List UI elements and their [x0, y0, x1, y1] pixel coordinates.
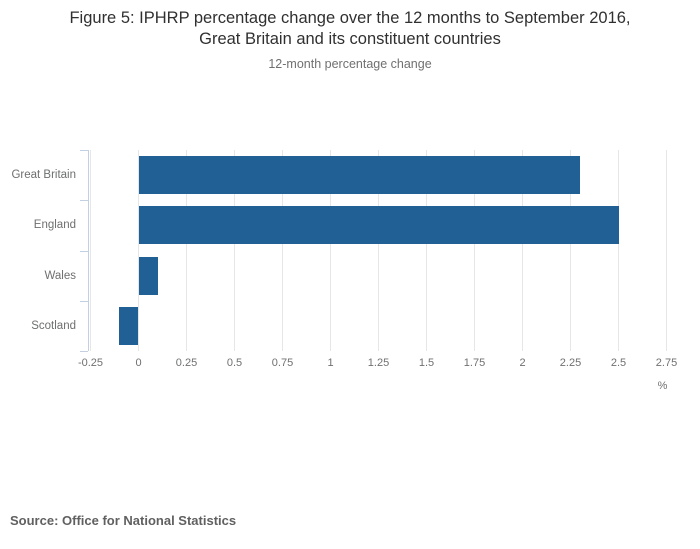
- bar-wales: [138, 256, 158, 295]
- chart-title-line-1: Figure 5: IPHRP percentage change over t…: [69, 9, 631, 27]
- gridline: [186, 150, 187, 351]
- gridline: [570, 150, 571, 351]
- gridline: [618, 150, 619, 351]
- x-axis-tick-label: 2.75: [655, 357, 678, 369]
- category-label-scotland: Scotland: [31, 319, 76, 332]
- y-axis-line: [88, 150, 89, 351]
- x-axis-tick-label: 0.5: [226, 357, 243, 369]
- gridline: [426, 150, 427, 351]
- gridline: [378, 150, 379, 351]
- x-axis-tick-label: 0.25: [175, 357, 198, 369]
- chart-title-line-2: Great Britain and its constituent countr…: [199, 30, 501, 49]
- gridline: [90, 150, 91, 351]
- y-axis-tick: [80, 200, 88, 202]
- gridline: [138, 150, 139, 351]
- x-axis-tick-label: 2.5: [610, 357, 627, 369]
- bar-great-britain: [138, 156, 581, 195]
- chart-subtitle: 12-month percentage change: [268, 57, 432, 72]
- bar-england: [138, 206, 619, 245]
- gridline: [330, 150, 331, 351]
- gridline: [522, 150, 523, 351]
- x-axis-tick-label: 1.25: [367, 357, 390, 369]
- y-axis-tick: [80, 150, 88, 151]
- x-axis-tick-label: 2.25: [559, 357, 582, 369]
- x-axis-tick-label: 1.5: [418, 357, 435, 369]
- x-axis-tick-label: 0: [135, 357, 142, 369]
- source-note: Source: Office for National Statistics: [10, 513, 237, 528]
- x-axis-tick-label: 0.75: [271, 357, 294, 369]
- gridline: [282, 150, 283, 351]
- category-label-wales: Wales: [44, 269, 76, 282]
- x-axis-tick-label: -0.25: [77, 357, 104, 369]
- bar-scotland: [119, 306, 139, 345]
- x-axis-tick-label: 1.75: [463, 357, 486, 369]
- x-axis-tick-label: 1: [327, 357, 334, 369]
- gridline: [234, 150, 235, 351]
- chart-title: Figure 5: IPHRP percentage change over t…: [0, 0, 700, 50]
- y-axis-tick: [80, 300, 88, 302]
- category-label-great-britain: Great Britain: [11, 169, 76, 182]
- gridline: [474, 150, 475, 351]
- gridline: [666, 150, 667, 351]
- y-axis-tick: [80, 250, 88, 252]
- category-label-england: England: [33, 219, 76, 232]
- x-axis-tick-label: 2: [519, 357, 526, 369]
- y-axis-tick: [80, 351, 88, 352]
- x-axis-unit-label: %: [657, 380, 668, 392]
